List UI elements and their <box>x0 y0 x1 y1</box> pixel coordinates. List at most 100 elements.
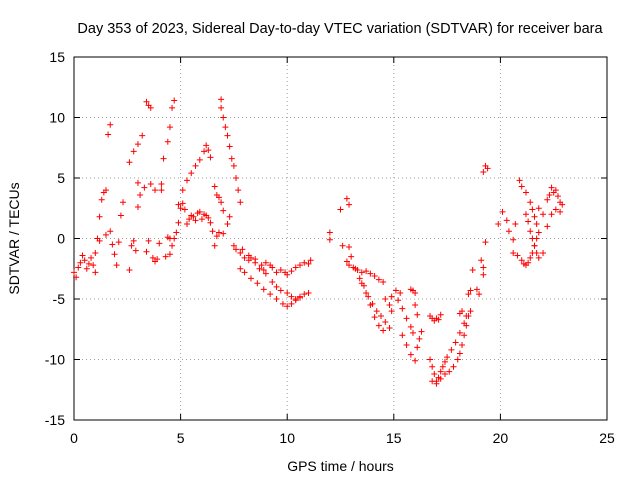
data-point <box>525 218 532 225</box>
data-point <box>343 258 350 265</box>
data-point <box>241 269 248 276</box>
data-point <box>85 260 92 267</box>
data-point <box>403 341 410 348</box>
data-point <box>356 275 363 282</box>
data-point <box>469 266 476 273</box>
data-point <box>399 305 406 312</box>
data-point <box>367 302 374 309</box>
data-point <box>201 148 208 155</box>
data-point <box>98 196 105 203</box>
data-point <box>102 187 109 194</box>
data-point <box>427 356 434 363</box>
data-point <box>363 268 370 275</box>
data-point <box>522 211 529 218</box>
data-point <box>288 268 295 275</box>
data-point <box>516 177 523 184</box>
data-point <box>83 265 90 272</box>
data-point <box>260 266 267 273</box>
data-point <box>305 260 312 267</box>
data-point <box>273 269 280 276</box>
data-point <box>371 273 378 280</box>
data-point <box>533 220 540 227</box>
data-point <box>288 300 295 307</box>
data-point <box>296 262 303 269</box>
data-point <box>137 191 144 198</box>
data-point <box>130 148 137 155</box>
data-point <box>90 262 97 269</box>
axis-ticks: 0 5 10 15 20 25 -15 -10 -5 0 5 10 15 <box>45 49 615 446</box>
data-point <box>525 259 532 266</box>
data-point <box>348 253 355 260</box>
data-point <box>365 293 372 300</box>
data-point <box>220 207 227 214</box>
data-point <box>198 216 205 223</box>
data-point <box>218 104 225 111</box>
y-tick-label: 0 <box>57 231 65 247</box>
data-point <box>175 219 182 226</box>
data-point <box>233 175 240 181</box>
data-point <box>358 269 365 276</box>
x-tick-label: 10 <box>279 430 295 446</box>
data-point <box>149 254 156 261</box>
data-point <box>305 289 312 296</box>
data-point <box>273 283 280 290</box>
data-point <box>346 262 353 269</box>
data-point <box>269 264 276 271</box>
data-point <box>363 289 370 296</box>
data-point <box>499 208 506 215</box>
data-point <box>126 159 133 166</box>
data-point <box>459 341 466 348</box>
data-point <box>454 356 461 363</box>
data-point <box>518 257 525 264</box>
data-point <box>211 183 218 190</box>
data-point <box>518 183 525 190</box>
data-point <box>409 329 416 336</box>
data-point <box>145 237 152 244</box>
data-point <box>429 363 436 370</box>
data-point <box>307 257 314 264</box>
data-point <box>467 308 474 315</box>
y-tick-label: -5 <box>53 291 66 307</box>
data-point <box>92 269 99 276</box>
data-point <box>399 332 406 339</box>
data-point <box>446 368 453 375</box>
data-point <box>152 187 159 194</box>
data-point <box>128 242 135 249</box>
data-point <box>183 220 190 227</box>
data-point <box>437 368 444 375</box>
data-point <box>476 291 483 298</box>
data-point <box>527 254 534 261</box>
data-point <box>412 302 419 309</box>
data-point <box>407 351 414 358</box>
data-point <box>239 246 246 253</box>
x-tick-label: 5 <box>177 430 185 446</box>
data-point <box>552 187 559 194</box>
data-point <box>444 354 451 361</box>
data-point <box>192 162 199 169</box>
data-point <box>484 165 491 172</box>
data-point <box>407 323 414 330</box>
data-point <box>224 220 231 227</box>
data-point <box>456 329 463 336</box>
data-point <box>117 212 124 219</box>
data-point <box>237 250 244 257</box>
data-point <box>414 311 421 318</box>
data-point <box>175 201 182 208</box>
data-point <box>211 242 218 249</box>
data-point <box>96 213 103 220</box>
data-point <box>480 168 487 175</box>
data-point <box>237 199 244 206</box>
data-point <box>166 124 173 131</box>
data-point <box>346 243 353 250</box>
data-point <box>126 266 133 273</box>
data-point <box>388 308 395 315</box>
data-point <box>71 269 77 276</box>
data-point <box>535 205 542 212</box>
data-point <box>548 211 555 218</box>
data-point <box>495 220 502 227</box>
data-point <box>397 289 404 296</box>
data-point <box>326 229 333 236</box>
data-point <box>143 98 150 105</box>
data-point <box>147 104 154 111</box>
data-point <box>435 316 442 323</box>
